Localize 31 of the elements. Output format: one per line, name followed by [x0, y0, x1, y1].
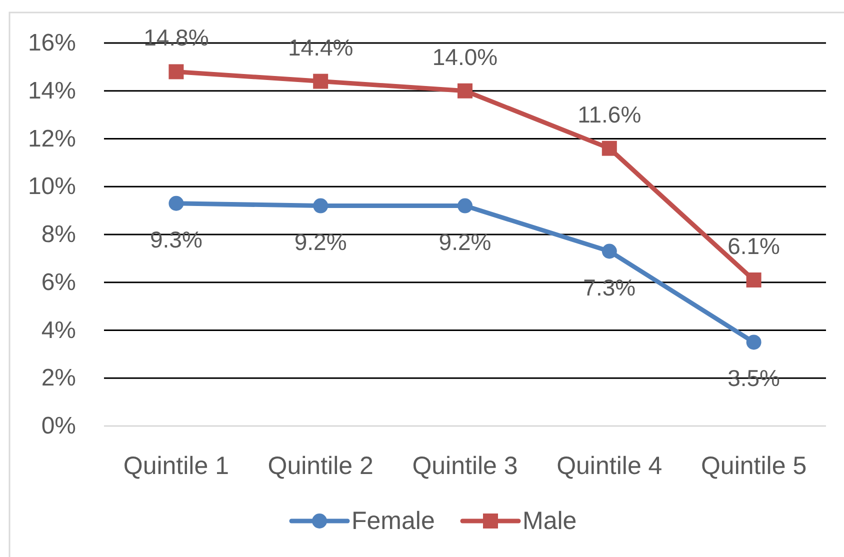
- data-label: 9.2%: [294, 228, 347, 255]
- y-tick-label: 10%: [28, 173, 76, 200]
- data-label: 6.1%: [728, 232, 780, 259]
- point: [602, 140, 617, 156]
- x-tick-label: Quintile 1: [123, 452, 230, 480]
- legend-label: Male: [522, 507, 577, 535]
- legend-label: Female: [352, 507, 435, 535]
- y-tick-label: 8%: [41, 221, 76, 248]
- point: [746, 272, 762, 288]
- point: [746, 334, 762, 350]
- y-tick-label: 0%: [41, 412, 76, 440]
- point: [168, 196, 184, 211]
- y-tick-label: 6%: [41, 268, 76, 296]
- point: [168, 64, 184, 80]
- x-tick-label: Quintile 3: [412, 452, 518, 480]
- data-label: 9.2%: [438, 228, 492, 255]
- y-tick-label: 12%: [28, 125, 76, 152]
- y-tick-label: 2%: [41, 364, 76, 392]
- data-label: 14.0%: [432, 44, 498, 70]
- point: [458, 83, 472, 98]
- point: [602, 244, 617, 259]
- x-tick-label: Quintile 2: [268, 452, 374, 480]
- y-tick-label: 4%: [41, 316, 76, 344]
- point: [313, 198, 328, 214]
- y-tick-label: 14%: [28, 77, 76, 104]
- x-tick-label: Quintile 5: [700, 452, 807, 480]
- y-tick-label: 16%: [28, 30, 76, 56]
- point: [313, 74, 328, 89]
- data-label: 11.6%: [578, 101, 642, 128]
- x-tick-label: Quintile 4: [556, 452, 662, 480]
- point: [458, 198, 472, 214]
